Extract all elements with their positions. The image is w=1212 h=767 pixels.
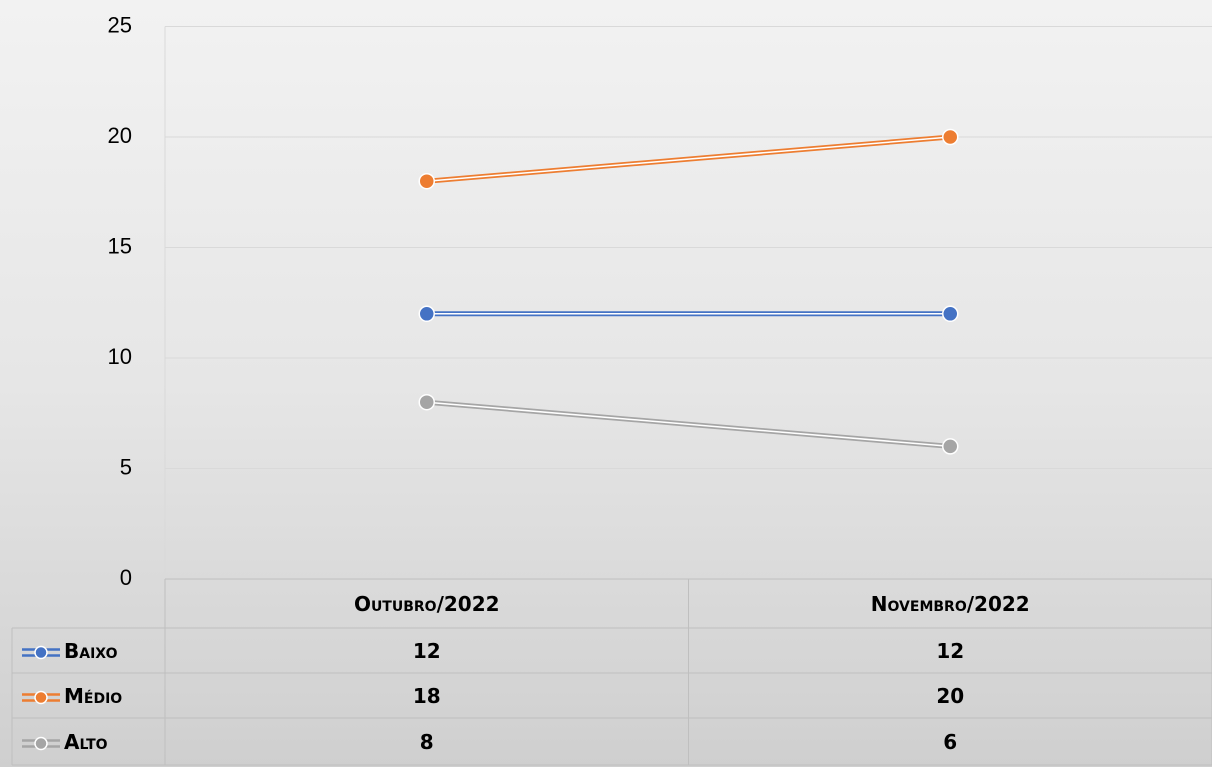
table-value: 12	[936, 639, 964, 663]
category-label: Outubro/2022	[354, 592, 500, 616]
table-value: 6	[943, 730, 957, 754]
series-line-inner	[426, 136, 951, 182]
legend-label: Baixo	[64, 639, 118, 663]
y-tick-label: 0	[120, 565, 132, 590]
y-tick-label: 15	[108, 233, 132, 258]
y-tick-label: 25	[108, 12, 132, 37]
point	[418, 305, 435, 323]
point	[418, 172, 435, 190]
y-tick-label: 20	[108, 123, 132, 148]
legend-key	[34, 736, 48, 751]
legend-key	[34, 690, 48, 705]
legend-label: Médio	[64, 684, 122, 708]
series-line-inner	[426, 401, 951, 448]
point	[942, 128, 959, 146]
y-tick-label: 5	[120, 454, 132, 479]
table-value: 8	[420, 730, 434, 754]
table-value: 20	[936, 684, 964, 708]
y-tick-label: 10	[108, 344, 132, 369]
table-value: 12	[413, 639, 441, 663]
point	[942, 438, 959, 455]
point	[942, 305, 959, 323]
legend-key	[34, 645, 48, 660]
point	[418, 393, 435, 411]
legend-label: Alto	[64, 730, 108, 754]
table-value: 18	[413, 684, 441, 708]
category-label: Novembro/2022	[871, 592, 1030, 616]
